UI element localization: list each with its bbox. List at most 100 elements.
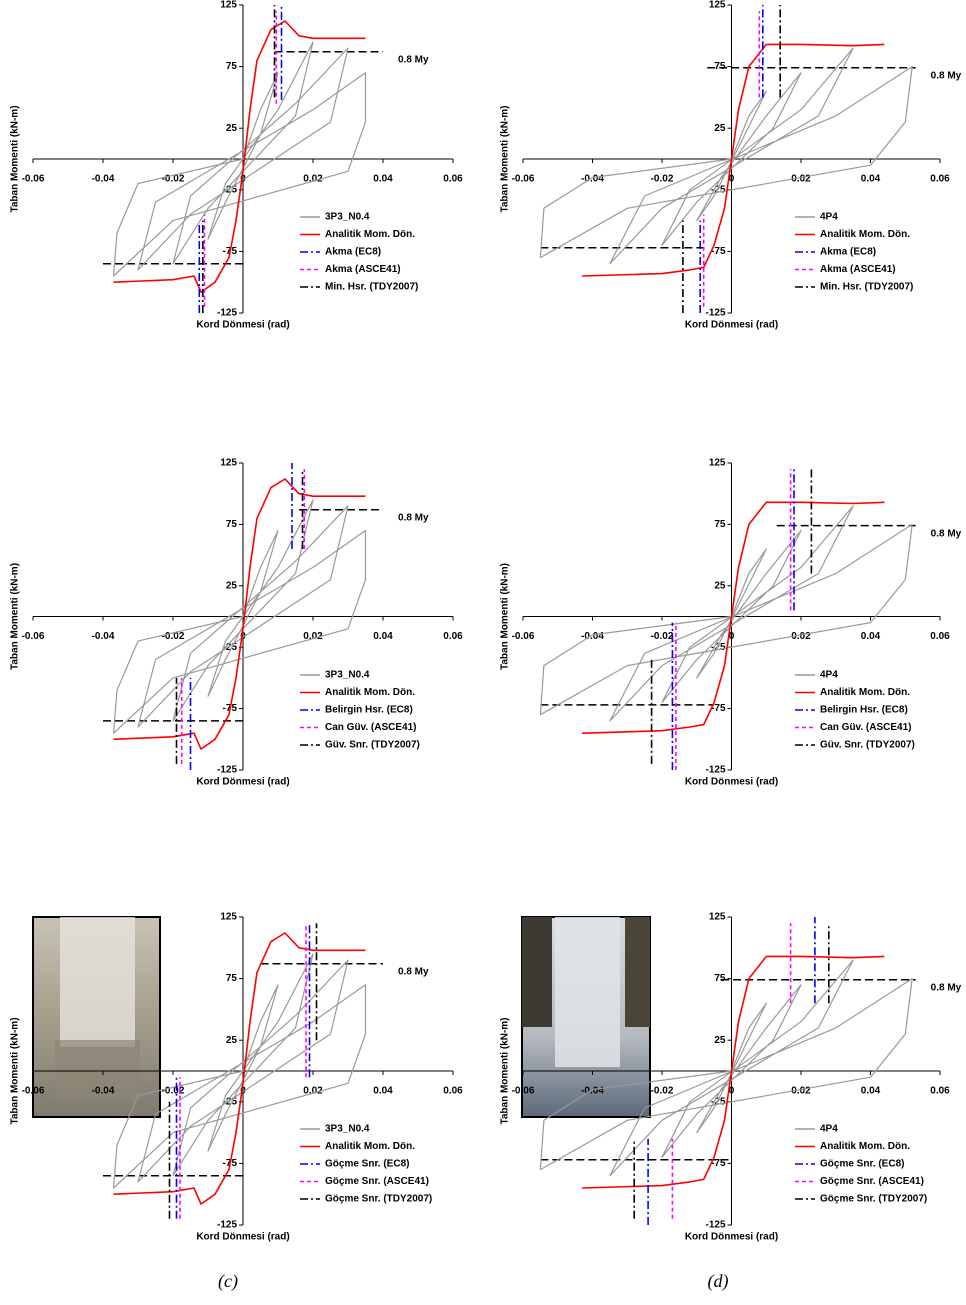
x-tick-label: 0.06 xyxy=(930,631,950,642)
x-tick-label: -0.02 xyxy=(651,174,674,185)
y-tick-label: 125 xyxy=(220,0,237,11)
x-tick-label: 0.04 xyxy=(861,1086,881,1097)
reference-label: 0.8 My xyxy=(398,966,429,977)
legend-label: Analitik Mom. Dön. xyxy=(820,229,910,240)
legend-label: Analitik Mom. Dön. xyxy=(325,1141,415,1152)
y-tick-label: 25 xyxy=(226,580,238,591)
legend-label: 3P3_N0.4 xyxy=(325,212,370,223)
x-tick-label: 0.04 xyxy=(861,174,881,185)
legend-label: Güv. Snr. (TDY2007) xyxy=(325,740,420,751)
y-axis-title: Taban Momenti (kN-m) xyxy=(10,105,21,212)
legend-label: Can Güv. (ASCE41) xyxy=(820,722,912,733)
x-axis-title: Kord Dönmesi (rad) xyxy=(685,1232,778,1243)
y-tick-label: 125 xyxy=(220,458,237,469)
y-tick-label: 125 xyxy=(709,912,726,923)
x-tick-label: -0.06 xyxy=(22,1086,45,1097)
legend-label: Akma (EC8) xyxy=(325,247,381,258)
x-tick-label: -0.06 xyxy=(512,1086,535,1097)
y-tick-label: 25 xyxy=(714,123,726,134)
x-tick-label: 0.06 xyxy=(930,174,950,185)
y-tick-label: 75 xyxy=(714,61,726,72)
x-tick-label: -0.02 xyxy=(651,1086,674,1097)
legend-label: 4P4 xyxy=(820,1124,838,1135)
legend-label: Göçme Snr. (ASCE41) xyxy=(325,1176,429,1187)
x-tick-label: 0.04 xyxy=(373,631,393,642)
series-line xyxy=(672,469,794,770)
y-axis-title: Taban Momenti (kN-m) xyxy=(500,105,511,212)
y-tick-label: 75 xyxy=(714,973,726,984)
y-tick-label: 25 xyxy=(226,1035,238,1046)
x-axis-title: Kord Dönmesi (rad) xyxy=(685,320,778,331)
y-tick-label: 75 xyxy=(226,973,238,984)
y-tick-label: 25 xyxy=(226,123,238,134)
legend-label: Göçme Snr. (TDY2007) xyxy=(820,1194,927,1205)
y-axis-title: Taban Momenti (kN-m) xyxy=(10,1017,21,1124)
figure: (c) (d) -0.06-0.04-0.0200.020.040.06-125… xyxy=(0,0,966,1305)
legend-label: Göçme Snr. (TDY2007) xyxy=(325,1194,432,1205)
legend-label: Can Güv. (ASCE41) xyxy=(325,722,417,733)
legend-label: Göçme Snr. (EC8) xyxy=(820,1159,904,1170)
reference-label: 0.8 My xyxy=(931,528,962,539)
x-axis-title: Kord Dönmesi (rad) xyxy=(196,1232,289,1243)
y-tick-label: -125 xyxy=(705,308,725,319)
x-axis-title: Kord Dönmesi (rad) xyxy=(196,320,289,331)
reference-label: 0.8 My xyxy=(931,70,962,81)
y-axis-title: Taban Momenti (kN-m) xyxy=(500,563,511,670)
legend-label: Min. Hsr. (TDY2007) xyxy=(820,282,913,293)
legend-label: Akma (ASCE41) xyxy=(325,264,401,275)
x-axis-title: Kord Dönmesi (rad) xyxy=(196,777,289,788)
y-tick-label: 125 xyxy=(220,912,237,923)
legend-label: Göçme Snr. (EC8) xyxy=(325,1159,409,1170)
x-tick-label: -0.04 xyxy=(92,174,115,185)
panel-label: (d) xyxy=(708,1271,729,1292)
reference-label: 0.8 My xyxy=(398,512,429,523)
reference-line xyxy=(540,526,915,705)
panel-label: (c) xyxy=(218,1271,238,1292)
y-tick-label: 125 xyxy=(709,458,726,469)
x-tick-label: 0.06 xyxy=(443,631,463,642)
x-tick-label: 0.06 xyxy=(930,1086,950,1097)
x-axis-title: Kord Dönmesi (rad) xyxy=(685,777,778,788)
x-tick-label: 0.04 xyxy=(373,174,393,185)
reference-label: 0.8 My xyxy=(931,982,962,993)
x-tick-label: 0.06 xyxy=(443,1086,463,1097)
y-tick-label: 125 xyxy=(709,0,726,11)
x-tick-label: -0.02 xyxy=(651,631,674,642)
legend-label: Güv. Snr. (TDY2007) xyxy=(820,740,915,751)
legend-label: 4P4 xyxy=(820,670,838,681)
x-tick-label: -0.06 xyxy=(512,174,535,185)
y-axis-title: Taban Momenti (kN-m) xyxy=(10,563,21,670)
y-tick-label: 75 xyxy=(226,61,238,72)
y-tick-label: 25 xyxy=(714,580,726,591)
reference-label: 0.8 My xyxy=(398,54,429,65)
y-tick-label: -125 xyxy=(217,308,237,319)
y-tick-label: -125 xyxy=(217,1220,237,1231)
legend-label: Analitik Mom. Dön. xyxy=(325,687,415,698)
x-tick-label: 0.04 xyxy=(861,631,881,642)
legend-label: Analitik Mom. Dön. xyxy=(325,229,415,240)
legend-label: Belirgin Hsr. (EC8) xyxy=(325,705,413,716)
legend-label: Göçme Snr. (ASCE41) xyxy=(820,1176,924,1187)
x-tick-label: 0.04 xyxy=(373,1086,393,1097)
y-tick-label: 25 xyxy=(714,1035,726,1046)
x-tick-label: -0.06 xyxy=(512,631,535,642)
series-line xyxy=(676,469,791,770)
reference-line xyxy=(540,68,915,248)
legend-label: 3P3_N0.4 xyxy=(325,670,370,681)
y-tick-label: -125 xyxy=(217,765,237,776)
legend-label: Akma (EC8) xyxy=(820,247,876,258)
legend-label: 3P3_N0.4 xyxy=(325,1124,370,1135)
y-tick-label: 75 xyxy=(226,519,238,530)
legend-label: 4P4 xyxy=(820,212,838,223)
y-tick-label: -125 xyxy=(705,1220,725,1231)
x-tick-label: 0.06 xyxy=(443,174,463,185)
x-tick-label: -0.04 xyxy=(92,631,115,642)
x-tick-label: -0.06 xyxy=(22,631,45,642)
legend-label: Analitik Mom. Dön. xyxy=(820,687,910,698)
y-tick-label: 75 xyxy=(714,519,726,530)
x-tick-label: -0.04 xyxy=(92,1086,115,1097)
